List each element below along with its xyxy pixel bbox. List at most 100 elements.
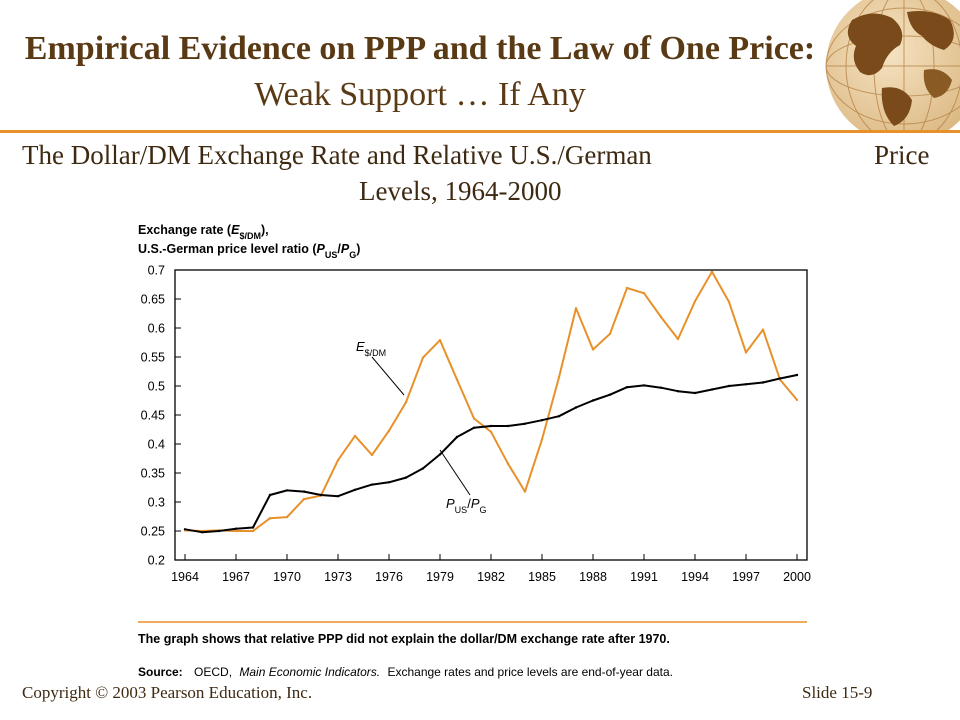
data-point-price-ratio xyxy=(778,377,782,380)
data-point-price-ratio xyxy=(183,528,187,531)
data-point-price-ratio xyxy=(591,399,595,402)
y-tick-label: 0.6 xyxy=(148,322,165,336)
data-point-exchange-rate xyxy=(574,307,578,310)
data-point-price-ratio xyxy=(404,476,408,479)
data-point-exchange-rate xyxy=(795,398,799,402)
y-tick-label: 0.65 xyxy=(141,293,165,307)
plot-frame xyxy=(174,269,808,561)
data-point-price-ratio xyxy=(438,453,442,456)
data-point-exchange-rate xyxy=(761,328,765,331)
data-point-price-ratio xyxy=(285,489,289,492)
copyright: Copyright © 2003 Pearson Education, Inc. xyxy=(22,683,313,702)
slide-number: Slide 15-9 xyxy=(802,683,873,702)
data-point-price-ratio xyxy=(472,426,476,429)
data-point-price-ratio xyxy=(625,386,629,389)
data-point-exchange-rate xyxy=(506,462,510,465)
y-tick-label: 0.5 xyxy=(148,380,165,394)
data-point-price-ratio xyxy=(455,435,459,439)
data-point-exchange-rate xyxy=(659,315,663,319)
y-tick-label: 0.7 xyxy=(148,264,165,278)
source-italic: Main Economic Indicators. xyxy=(239,665,380,679)
slide-title-regular: Weak Support … If Any xyxy=(254,76,586,113)
data-point-exchange-rate xyxy=(727,300,731,304)
label-leader-price-ratio xyxy=(439,449,471,496)
source-text-pre: OECD, xyxy=(194,665,232,679)
data-point-price-ratio xyxy=(489,424,493,428)
data-point-price-ratio xyxy=(421,467,425,470)
x-tick-label: 1967 xyxy=(222,570,250,584)
chart-subtitle-line1: The Dollar/DM Exchange Rate and Relative… xyxy=(22,140,652,170)
x-tick-label: 2000 xyxy=(783,570,811,584)
x-tick-label: 1970 xyxy=(273,570,301,584)
series-line-price-ratio xyxy=(184,374,798,534)
data-point-exchange-rate xyxy=(472,417,476,420)
y-tick-label: 0.35 xyxy=(141,467,165,481)
data-point-price-ratio xyxy=(353,488,357,491)
x-tick-label: 1979 xyxy=(426,570,454,584)
data-point-exchange-rate xyxy=(489,430,493,433)
data-point-exchange-rate xyxy=(710,270,714,273)
data-point-price-ratio xyxy=(693,391,697,395)
data-point-price-ratio xyxy=(642,384,646,387)
data-point-exchange-rate xyxy=(557,376,561,379)
x-tick-label: 1988 xyxy=(579,570,607,584)
data-point-exchange-rate xyxy=(523,490,527,493)
data-point-exchange-rate xyxy=(404,401,408,404)
chart-subtitle-line2: Levels, 1964-2000 xyxy=(359,176,562,206)
y-tick-label: 0.25 xyxy=(141,525,165,539)
y-tick-label: 0.55 xyxy=(141,351,165,365)
data-point-exchange-rate xyxy=(540,438,544,441)
x-tick-label: 1997 xyxy=(732,570,760,584)
data-point-price-ratio xyxy=(523,422,527,425)
data-point-exchange-rate xyxy=(693,300,697,303)
data-point-price-ratio xyxy=(608,393,612,396)
chart-caption: The graph shows that relative PPP did no… xyxy=(138,632,670,646)
x-tick-label: 1964 xyxy=(171,570,199,584)
series-label-exchange-rate: E$/DM xyxy=(356,339,386,358)
data-point-price-ratio xyxy=(251,526,255,529)
data-point-price-ratio xyxy=(302,490,306,493)
data-point-exchange-rate xyxy=(455,378,459,381)
data-point-exchange-rate xyxy=(676,337,680,341)
y-axis-label-line1: Exchange rate (E$/DM), xyxy=(138,223,269,241)
data-point-price-ratio xyxy=(727,384,731,388)
data-point-exchange-rate xyxy=(642,292,646,295)
data-point-exchange-rate xyxy=(625,286,629,290)
y-axis-label-line2: U.S.-German price level ratio (PUS/PG) xyxy=(138,242,360,260)
data-point-exchange-rate xyxy=(421,356,425,359)
chart-subtitle-price: Price xyxy=(874,140,930,170)
data-point-price-ratio xyxy=(200,531,204,534)
data-point-price-ratio xyxy=(217,529,221,533)
data-point-exchange-rate xyxy=(336,459,340,462)
data-point-exchange-rate xyxy=(608,332,612,335)
data-point-exchange-rate xyxy=(302,497,306,501)
chart: Exchange rate (E$/DM), U.S.-German price… xyxy=(138,223,811,679)
y-tick-label: 0.2 xyxy=(148,554,165,568)
data-point-price-ratio xyxy=(506,424,510,428)
data-point-exchange-rate xyxy=(438,339,442,342)
data-point-price-ratio xyxy=(387,481,391,484)
x-tick-label: 1994 xyxy=(681,570,709,584)
y-tick-label: 0.45 xyxy=(141,409,165,423)
x-tick-label: 1985 xyxy=(528,570,556,584)
source-text-post: Exchange rates and price levels are end-… xyxy=(387,665,673,679)
data-point-exchange-rate xyxy=(591,348,595,351)
data-point-price-ratio xyxy=(795,373,799,377)
data-point-exchange-rate xyxy=(387,429,391,432)
data-point-exchange-rate xyxy=(353,434,357,438)
data-point-price-ratio xyxy=(370,483,374,486)
x-tick-label: 1976 xyxy=(375,570,403,584)
source-label: Source: xyxy=(138,665,183,679)
data-point-exchange-rate xyxy=(268,517,272,520)
data-point-exchange-rate xyxy=(744,351,748,354)
data-point-price-ratio xyxy=(319,493,323,497)
data-point-price-ratio xyxy=(540,419,544,422)
data-point-price-ratio xyxy=(761,381,765,384)
y-tick-label: 0.4 xyxy=(148,438,165,452)
data-point-exchange-rate xyxy=(251,529,255,533)
data-point-exchange-rate xyxy=(370,453,374,457)
slide-title: Empirical Evidence on PPP and the Law of… xyxy=(0,26,840,118)
data-point-price-ratio xyxy=(744,383,748,386)
data-point-price-ratio xyxy=(268,493,272,497)
data-point-price-ratio xyxy=(234,527,238,530)
